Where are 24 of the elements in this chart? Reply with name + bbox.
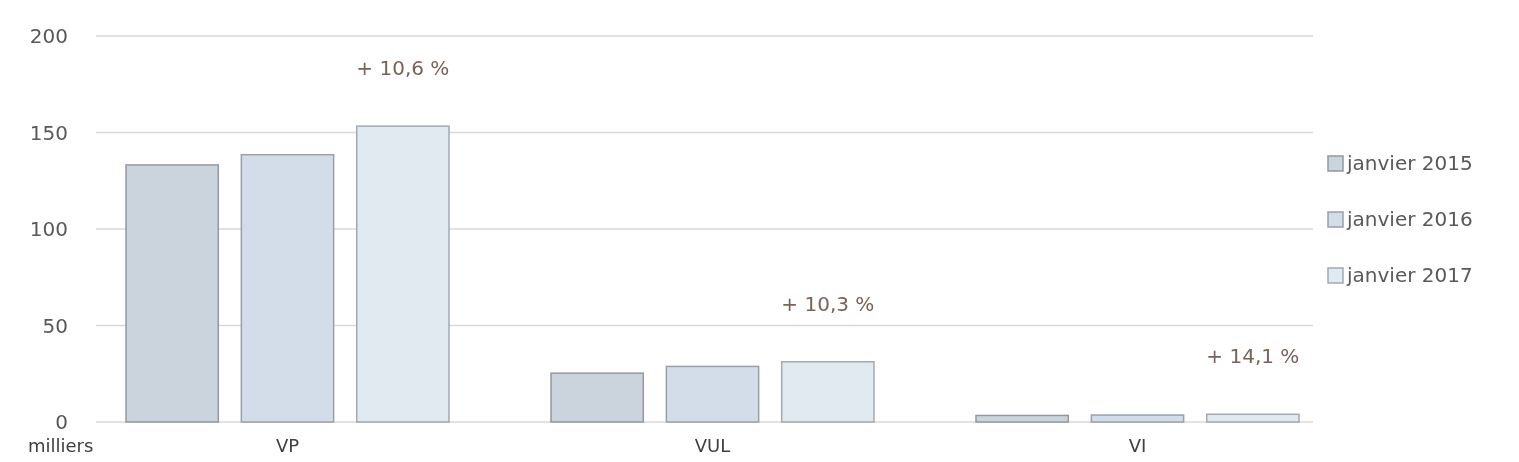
bar <box>1090 414 1185 423</box>
y-tick-label: 100 <box>29 217 68 241</box>
y-tick-label: 200 <box>29 24 68 48</box>
annotation: + 10,3 % <box>781 291 875 316</box>
legend-label: janvier 2017 <box>1346 263 1473 287</box>
bar <box>355 125 450 423</box>
legend-label: janvier 2016 <box>1346 207 1473 231</box>
y-tick-label: 0 <box>55 410 68 434</box>
x-tick-label: VUL <box>694 435 731 456</box>
text: milliers <box>28 435 94 456</box>
annotation: + 10,6 % <box>356 56 450 81</box>
bar <box>780 361 875 423</box>
x-tick-label: VI <box>1128 435 1147 456</box>
bar <box>975 414 1070 423</box>
bar <box>665 365 760 423</box>
bar <box>125 164 220 423</box>
x-tick-label: VP <box>275 435 300 456</box>
legend-label: janvier 2015 <box>1346 151 1473 175</box>
bar <box>1205 413 1300 423</box>
bar <box>240 153 335 423</box>
bar <box>550 372 645 423</box>
annotation: + 14,1 % <box>1206 344 1300 369</box>
y-tick-label: 150 <box>29 120 68 145</box>
y-tick-label: 50 <box>42 313 68 338</box>
